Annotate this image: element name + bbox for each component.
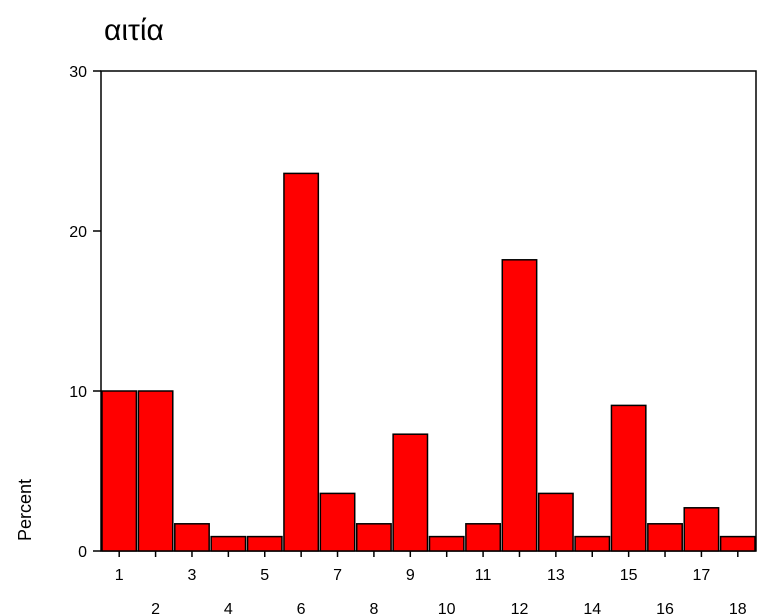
bar bbox=[719, 535, 756, 552]
x-tick-label: 16 bbox=[656, 601, 674, 616]
x-tick-label: 1 bbox=[115, 567, 124, 584]
x-tick-label: 7 bbox=[333, 567, 342, 584]
x-tick-label: 17 bbox=[693, 567, 711, 584]
x-tick-label: 10 bbox=[438, 601, 456, 616]
plot-frame bbox=[100, 70, 757, 552]
bar bbox=[174, 523, 210, 552]
bar bbox=[101, 390, 138, 552]
y-tick-label: 10 bbox=[69, 384, 87, 401]
x-tick-label: 6 bbox=[297, 601, 306, 616]
bar bbox=[610, 404, 647, 552]
bar bbox=[428, 535, 465, 552]
bar bbox=[501, 259, 538, 552]
bar bbox=[210, 535, 247, 552]
bar bbox=[355, 523, 392, 552]
x-tick-label: 5 bbox=[260, 567, 269, 584]
bar bbox=[537, 492, 574, 552]
x-tick-label: 18 bbox=[729, 601, 747, 616]
x-tick-label: 2 bbox=[151, 601, 160, 616]
bar bbox=[319, 492, 356, 552]
x-tick-label: 4 bbox=[224, 601, 233, 616]
bar bbox=[647, 523, 683, 552]
x-tick-label: 11 bbox=[475, 567, 492, 584]
x-tick-label: 8 bbox=[369, 601, 378, 616]
bar bbox=[137, 390, 174, 552]
y-tick-label: 30 bbox=[69, 64, 87, 81]
x-tick-label: 13 bbox=[547, 567, 565, 584]
bar bbox=[683, 507, 720, 552]
x-tick-label: 3 bbox=[188, 567, 197, 584]
bar bbox=[283, 172, 320, 552]
bar bbox=[392, 433, 429, 552]
x-tick-label: 14 bbox=[583, 601, 601, 616]
x-tick-label: 15 bbox=[620, 567, 638, 584]
y-axis-label: Percent bbox=[15, 479, 35, 541]
x-tick-label: 12 bbox=[511, 601, 529, 616]
y-tick-label: 0 bbox=[78, 544, 87, 561]
y-tick-label: 20 bbox=[69, 224, 87, 241]
bar bbox=[246, 535, 283, 552]
x-tick-label: 9 bbox=[406, 567, 415, 584]
bar bbox=[574, 535, 611, 552]
bar bbox=[465, 523, 502, 552]
chart-title: αιτία bbox=[104, 14, 164, 47]
